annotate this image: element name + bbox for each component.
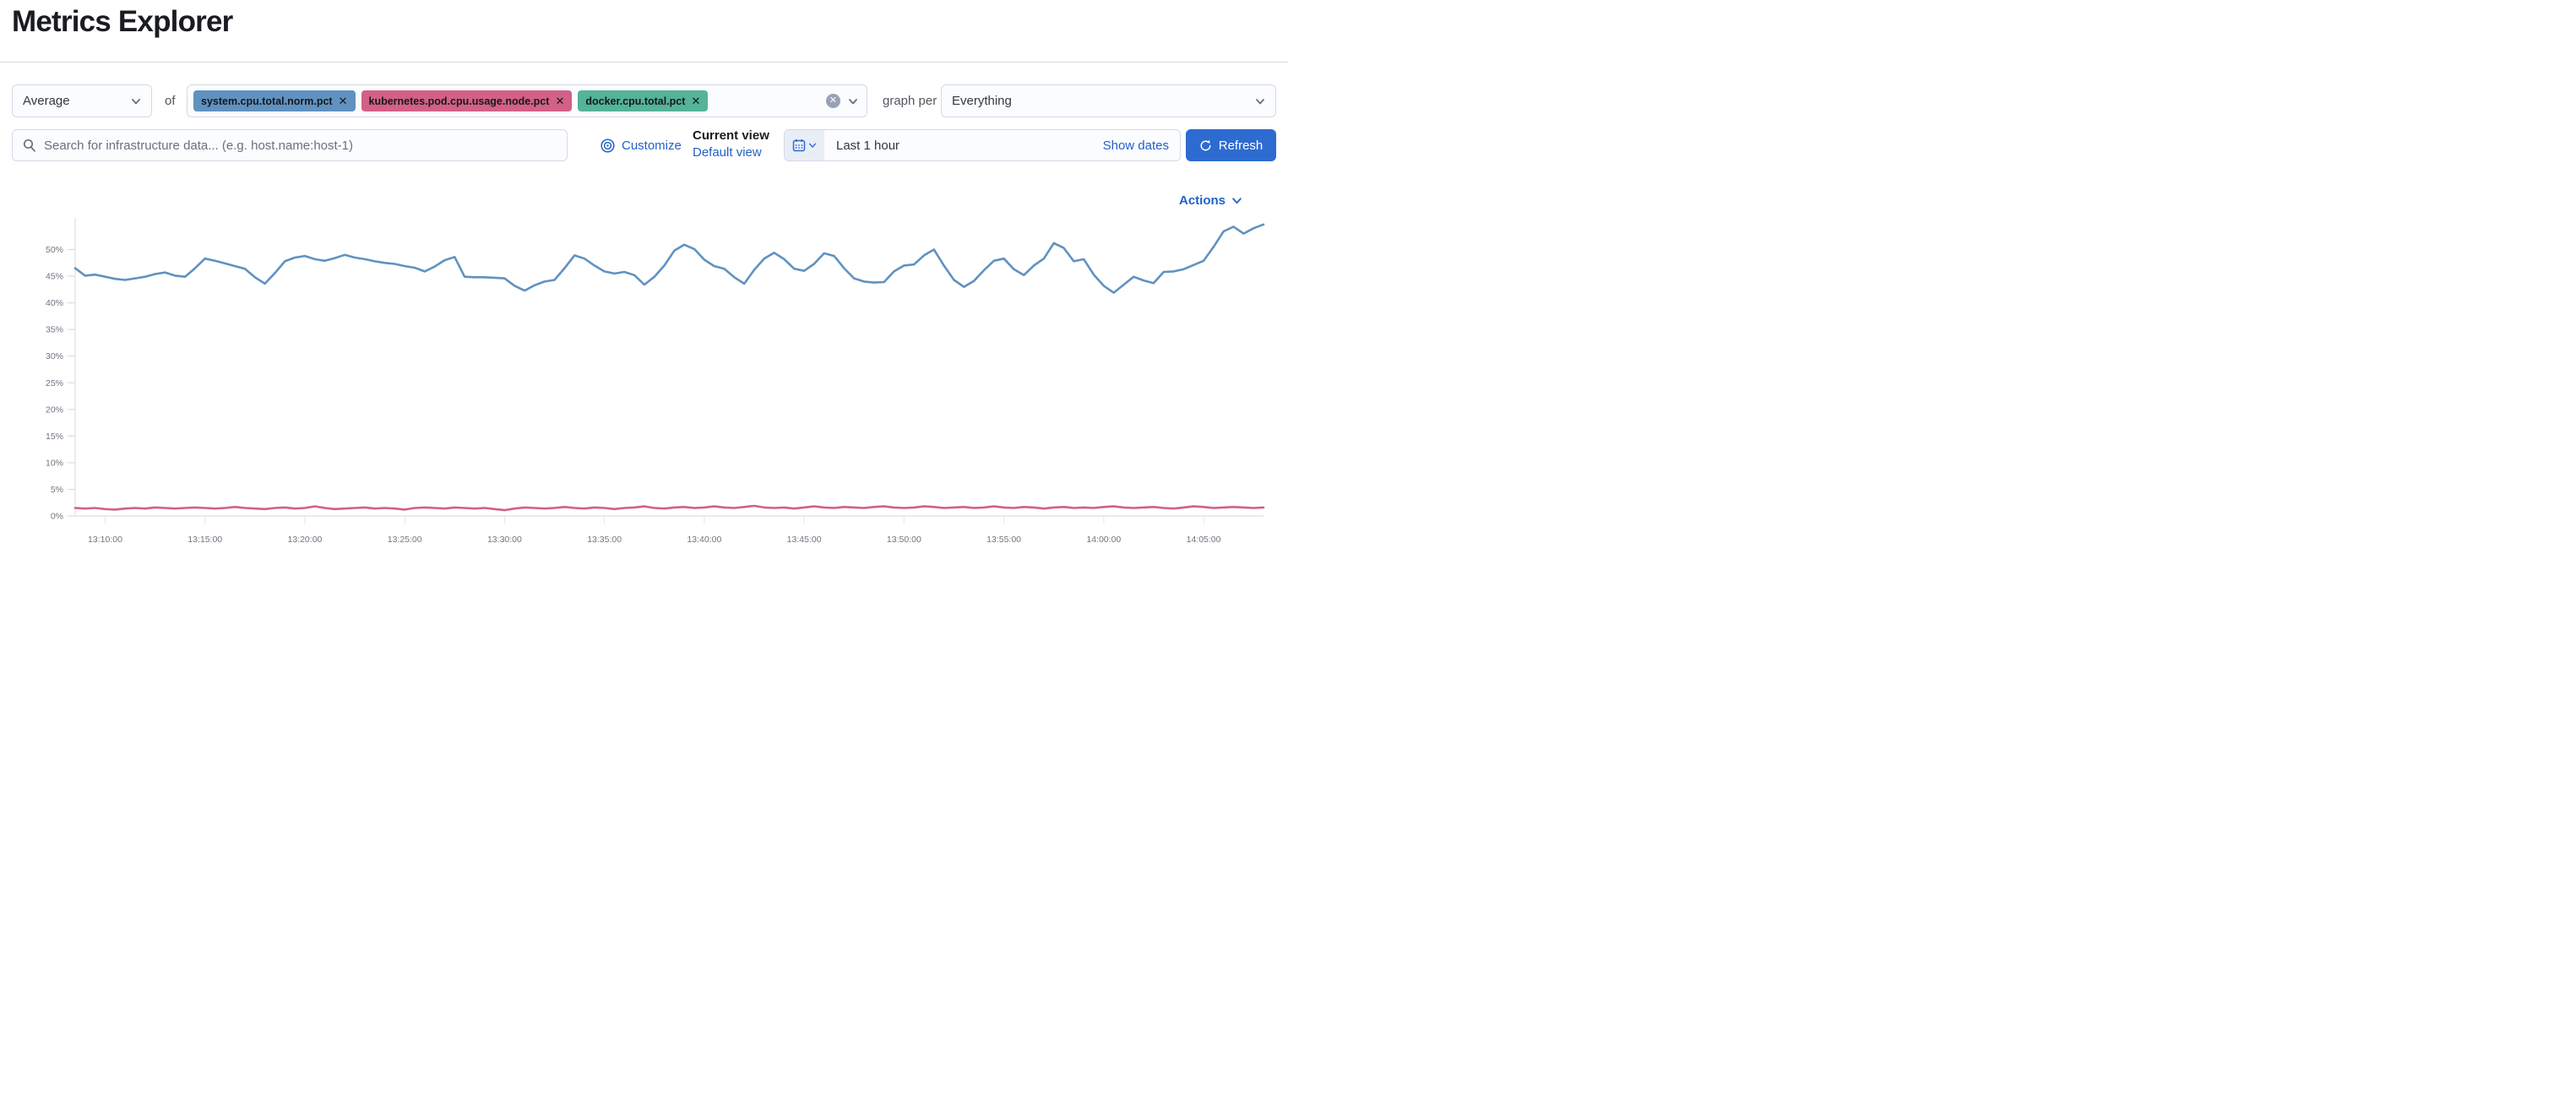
x-axis-label: 13:50:00 [887, 535, 921, 545]
search-field[interactable] [12, 129, 568, 161]
actions-menu-button[interactable]: Actions [1179, 193, 1242, 208]
y-axis-label: 50% [46, 245, 63, 255]
y-axis-label: 10% [46, 458, 63, 468]
x-axis-label: 14:05:00 [1187, 535, 1221, 545]
metric-badge-label: system.cpu.total.norm.pct [201, 95, 333, 107]
y-axis-label: 0% [51, 512, 63, 522]
chevron-down-icon [1232, 198, 1242, 204]
group-by-select[interactable]: Everything [941, 84, 1276, 117]
y-axis-label: 30% [46, 351, 63, 361]
remove-metric-icon[interactable]: ✕ [691, 95, 701, 107]
chevron-down-icon [1256, 98, 1264, 104]
x-axis-label: 13:20:00 [288, 535, 323, 545]
calendar-icon [792, 139, 806, 152]
x-axis-label: 13:40:00 [687, 535, 721, 545]
x-axis-label: 13:25:00 [388, 535, 422, 545]
customize-label: Customize [622, 138, 682, 153]
x-axis-label: 13:35:00 [587, 535, 622, 545]
y-axis-label: 45% [46, 272, 63, 282]
metrics-chart[interactable]: 0% 5% 10% 15% 20% 25% 30% 35% 40% 45% 50% 13:10:00 1… [0, 211, 1288, 554]
refresh-icon [1200, 139, 1211, 150]
metric-badge[interactable]: system.cpu.total.norm.pct ✕ [193, 90, 356, 111]
combo-controls: ✕ [826, 94, 858, 108]
metrics-combobox[interactable]: system.cpu.total.norm.pct ✕ kubernetes.pod… [187, 84, 867, 117]
of-label: of [165, 94, 176, 108]
search-toolbar: Customize Current view Default view Last… [12, 128, 1276, 161]
show-dates-button[interactable]: Show dates [1102, 138, 1169, 153]
quick-select-menu-button[interactable] [785, 130, 824, 160]
remove-metric-icon[interactable]: ✕ [555, 95, 565, 107]
y-axis-label: 5% [51, 485, 63, 495]
chevron-down-icon [808, 143, 817, 148]
chevron-down-icon [132, 98, 140, 104]
aggregation-value: Average [23, 94, 70, 108]
metric-badge[interactable]: kubernetes.pod.cpu.usage.node.pct ✕ [361, 90, 573, 111]
y-axis-label: 35% [46, 325, 63, 335]
refresh-label: Refresh [1218, 138, 1264, 153]
graph-per-label: graph per [883, 94, 937, 108]
current-view-label: Current view [693, 128, 769, 143]
search-icon [23, 138, 35, 152]
x-axis-label: 14:00:00 [1086, 535, 1121, 545]
chevron-down-icon[interactable] [848, 96, 858, 106]
aggregation-select[interactable]: Average [12, 84, 152, 117]
x-axis-label: 13:55:00 [986, 535, 1021, 545]
customize-button[interactable]: Customize [601, 129, 682, 161]
y-axis-label: 20% [46, 405, 63, 415]
series-line [73, 223, 1265, 294]
page-title: Metrics Explorer [12, 5, 233, 38]
x-axis-label: 13:30:00 [487, 535, 522, 545]
y-axis-label: 25% [46, 378, 63, 388]
actions-label: Actions [1178, 193, 1226, 208]
metric-badge-label: docker.cpu.total.pct [585, 95, 686, 107]
x-axis-label: 13:10:00 [88, 535, 122, 545]
default-view-link[interactable]: Default view [693, 145, 762, 160]
x-axis-label: 13:15:00 [187, 535, 222, 545]
x-axis-label: 13:45:00 [787, 535, 822, 545]
series-line [73, 504, 1265, 512]
view-switcher: Current view Default view [693, 128, 769, 161]
metric-badge-label: kubernetes.pod.cpu.usage.node.pct [368, 95, 550, 107]
metric-toolbar: Average of system.cpu.total.norm.pct ✕ kub… [12, 84, 1276, 117]
date-picker: Last 1 hour Show dates [784, 129, 1181, 161]
clear-all-metrics-button[interactable]: ✕ [826, 94, 840, 108]
metrics-explorer-page: Metrics Explorer Average of system.cpu.t… [0, 0, 1288, 554]
time-range-value[interactable]: Last 1 hour [836, 138, 900, 153]
bullseye-icon [601, 138, 615, 153]
group-by-value: Everything [952, 94, 1012, 108]
metric-badges: system.cpu.total.norm.pct ✕ kubernetes.pod… [193, 90, 826, 111]
y-axis-label: 15% [46, 432, 63, 442]
refresh-button[interactable]: Refresh [1186, 129, 1276, 161]
y-axis-label: 40% [46, 298, 63, 308]
remove-metric-icon[interactable]: ✕ [338, 95, 348, 107]
search-input[interactable] [44, 138, 557, 153]
metric-badge[interactable]: docker.cpu.total.pct ✕ [578, 90, 709, 111]
line-chart-canvas: 0% 5% 10% 15% 20% 25% 30% 35% 40% 45% 50% 13:10:00 1… [46, 218, 1265, 545]
